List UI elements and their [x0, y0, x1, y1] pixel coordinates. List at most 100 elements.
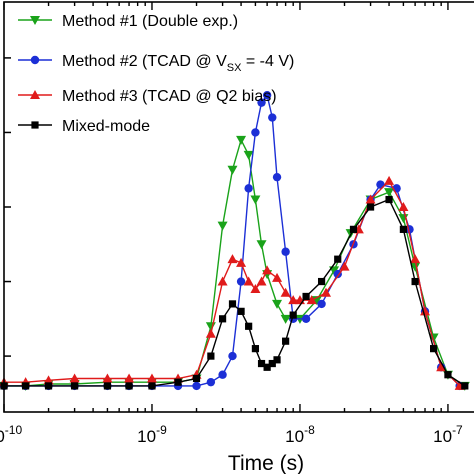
data-point-series-2 — [244, 184, 253, 193]
data-point-series-3 — [420, 306, 431, 316]
data-point-series-3 — [146, 373, 157, 383]
data-point-series-2 — [236, 277, 246, 286]
data-point-series-3 — [43, 375, 54, 385]
data-point-series-1 — [428, 333, 439, 343]
data-point-series-1 — [272, 299, 283, 309]
data-point-series-2 — [206, 377, 216, 387]
data-point-series-4 — [251, 345, 260, 353]
data-point-series-4 — [282, 337, 290, 345]
legend-label-text: = -4 V) — [241, 53, 294, 70]
data-point-series-2 — [301, 314, 311, 324]
x-tick-label-exponent: -7 — [452, 423, 463, 437]
data-point-series-4 — [273, 356, 281, 364]
data-point-series-4 — [461, 382, 469, 390]
data-point-series-4 — [302, 292, 310, 301]
data-point-series-4 — [334, 255, 342, 263]
data-point-series-4 — [385, 195, 393, 204]
data-point-series-4 — [148, 382, 156, 390]
data-point-series-4 — [218, 315, 227, 323]
data-point-series-2 — [218, 370, 227, 379]
data-point-series-3 — [243, 276, 254, 286]
data-point-series-1 — [236, 135, 247, 145]
data-point-series-4 — [263, 363, 271, 371]
data-point-series-4 — [399, 225, 407, 233]
data-point-series-4 — [22, 382, 30, 390]
x-tick-label: 10-8 — [285, 423, 315, 446]
x-tick-label-base: 10 — [137, 427, 156, 446]
x-tick-label: 10-9 — [137, 423, 167, 446]
series-layer — [0, 90, 470, 391]
legend-marker-1 — [30, 16, 40, 25]
data-point-series-4 — [349, 225, 358, 233]
data-point-series-2 — [251, 128, 260, 137]
x-tick-label-base: 10 — [0, 427, 5, 446]
x-axis-title: Time (s) — [228, 452, 304, 474]
data-point-series-3 — [227, 254, 238, 264]
data-point-series-1 — [217, 221, 228, 231]
data-point-series-4 — [192, 374, 201, 383]
legend-label-2: Method #2 (TCAD @ VSX = -4 V) — [62, 53, 294, 74]
legend-marker-2 — [30, 55, 40, 65]
data-point-series-3 — [321, 287, 332, 297]
data-point-series-3 — [250, 284, 261, 293]
x-tick-label-exponent: -10 — [5, 423, 23, 437]
data-point-series-4 — [289, 311, 297, 319]
data-point-series-3 — [306, 295, 317, 305]
legend-label-subscript: SX — [227, 62, 242, 74]
legend-marker-3 — [30, 90, 40, 99]
data-point-series-3 — [365, 194, 376, 204]
series-line-2 — [4, 93, 461, 387]
data-point-series-2 — [272, 172, 282, 182]
data-point-series-3 — [272, 272, 283, 282]
data-point-series-3 — [256, 276, 267, 286]
data-point-series-4 — [366, 203, 375, 211]
data-point-series-1 — [256, 240, 267, 250]
data-point-series-4 — [268, 359, 276, 368]
data-point-series-4 — [317, 277, 326, 286]
data-point-series-2 — [317, 299, 326, 309]
legend-marker-4 — [31, 121, 39, 129]
data-point-series-3 — [339, 261, 350, 271]
data-point-series-4 — [411, 277, 419, 286]
data-point-series-4 — [103, 382, 112, 390]
data-point-series-4 — [245, 322, 253, 330]
data-point-series-4 — [444, 371, 452, 379]
data-point-series-3 — [436, 362, 447, 372]
x-tick-label: 10-10 — [0, 423, 22, 446]
data-point-series-4 — [174, 378, 182, 386]
legend-label-text: Method #2 (TCAD @ V — [62, 53, 227, 70]
data-point-series-1 — [243, 150, 254, 160]
legend-label-1: Method #1 (Double exp.) — [62, 13, 238, 30]
data-point-series-4 — [430, 345, 438, 353]
data-point-series-3 — [410, 254, 421, 264]
x-tick-label-exponent: -8 — [304, 423, 315, 437]
data-point-series-3 — [384, 175, 395, 185]
data-point-series-1 — [384, 188, 395, 198]
data-point-series-3 — [205, 328, 216, 338]
data-point-series-3 — [288, 295, 299, 305]
data-point-series-4 — [257, 359, 266, 368]
data-point-series-3 — [124, 373, 135, 383]
data-point-series-4 — [125, 382, 133, 390]
data-point-series-2 — [262, 90, 272, 100]
x-tick-label-exponent: -9 — [156, 423, 167, 437]
data-point-series-2 — [228, 351, 237, 361]
legend: Method #1 (Double exp.) Method #2 (TCAD @… — [18, 13, 294, 135]
data-point-series-4 — [237, 307, 245, 315]
data-point-series-2 — [257, 98, 266, 107]
data-point-series-3 — [262, 265, 273, 275]
data-point-series-3 — [236, 257, 247, 267]
x-tick-label-base: 10 — [433, 427, 452, 446]
data-point-series-2 — [268, 113, 277, 122]
data-point-series-3 — [69, 373, 80, 383]
data-point-series-3 — [217, 276, 228, 286]
data-point-series-4 — [207, 352, 215, 360]
data-point-series-2 — [192, 381, 201, 391]
data-point-series-4 — [71, 382, 79, 390]
legend-label-3: Method #3 (TCAD @ Q2 bias) — [62, 88, 277, 105]
data-point-series-2 — [281, 247, 290, 256]
data-point-series-1 — [410, 262, 421, 272]
x-tick-label: 10-7 — [433, 423, 463, 446]
